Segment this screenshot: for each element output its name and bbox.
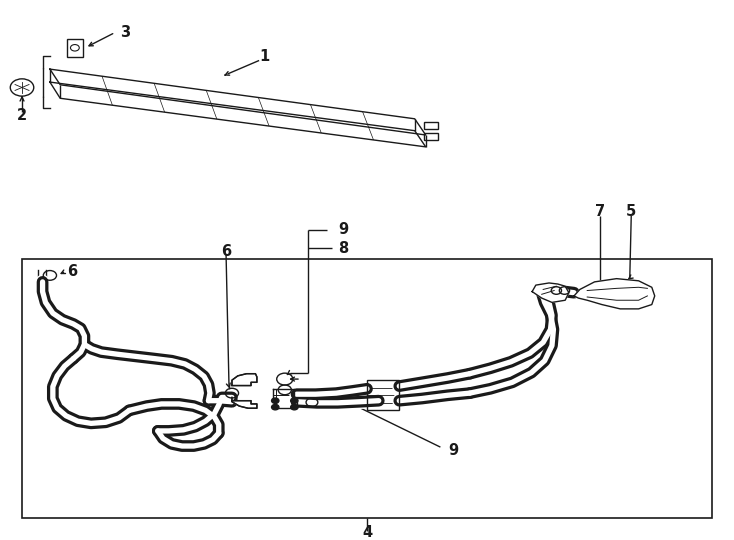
Polygon shape	[232, 397, 257, 408]
Circle shape	[272, 398, 279, 403]
Text: 2: 2	[17, 107, 27, 123]
Text: 5: 5	[626, 204, 636, 219]
Text: 4: 4	[362, 525, 372, 540]
Text: 6: 6	[67, 264, 77, 279]
Bar	[367, 380, 399, 410]
Circle shape	[291, 398, 298, 403]
Text: 9: 9	[338, 222, 349, 237]
Circle shape	[291, 404, 298, 410]
Polygon shape	[574, 279, 655, 309]
Text: 8: 8	[338, 241, 349, 256]
Text: 6: 6	[221, 244, 231, 259]
Text: 1: 1	[259, 49, 269, 64]
Circle shape	[272, 404, 279, 410]
Polygon shape	[532, 283, 569, 302]
Bar	[22, 259, 712, 518]
Bar	[67, 39, 83, 57]
Text: 9: 9	[448, 443, 459, 458]
Text: 3: 3	[120, 25, 130, 40]
Polygon shape	[232, 374, 257, 386]
Text: 7: 7	[595, 204, 606, 219]
